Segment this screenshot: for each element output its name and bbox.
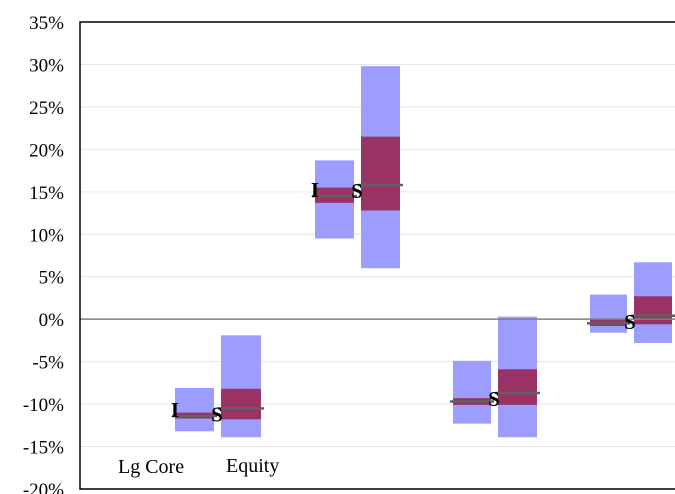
y-tick-label: -20% <box>23 480 64 494</box>
marker-s: S <box>488 387 500 411</box>
plot-frame <box>79 21 675 490</box>
y-tick-label: 5% <box>39 268 65 289</box>
box-inner-range <box>361 136 400 211</box>
y-tick-label: 30% <box>29 55 64 76</box>
y-tick-label: 35% <box>29 13 64 34</box>
box-outer-range <box>590 294 627 333</box>
y-tick-label: 10% <box>29 225 64 246</box>
box-outer-range <box>221 335 261 438</box>
marker-s: S <box>351 179 363 203</box>
y-tick-label: 0% <box>39 310 65 331</box>
box-inner-range <box>221 388 261 420</box>
box-inner-range <box>498 369 537 405</box>
y-tick-label: -10% <box>23 395 64 416</box>
annotation-lg-core: Lg Core <box>118 456 184 478</box>
y-tick-label: 25% <box>29 98 64 119</box>
box-markers: I S I S S S <box>171 178 636 426</box>
box-inner-range <box>634 296 672 325</box>
marker-s: S <box>211 402 223 426</box>
y-axis-ticks: 35% 30% 25% 20% 15% 10% 5% 0% -5% -10% -15% -20% <box>23 13 64 494</box>
marker-i: I <box>311 178 319 202</box>
y-tick-label: 15% <box>29 183 64 204</box>
medians <box>172 183 675 418</box>
boxes <box>175 66 672 438</box>
box-outer-range <box>453 360 491 424</box>
box-outer-range <box>175 387 214 432</box>
y-tick-label: -5% <box>32 353 64 374</box>
annotation-equity: Equity <box>226 455 279 477</box>
marker-s: S <box>624 310 636 334</box>
y-tick-label: -15% <box>23 438 64 459</box>
marker-i: I <box>171 398 179 422</box>
y-tick-label: 20% <box>29 140 64 161</box>
